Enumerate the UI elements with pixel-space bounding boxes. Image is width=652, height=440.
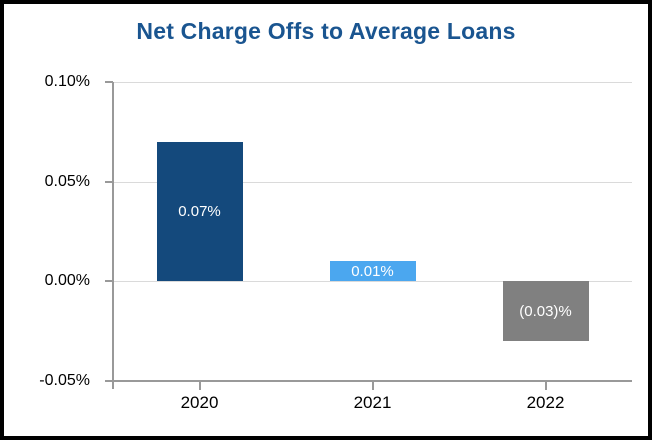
bar-data-label: (0.03)% (519, 302, 572, 320)
y-axis-label: 0.10% (44, 73, 90, 90)
bar-data-label: 0.01% (351, 262, 394, 280)
x-axis-tick (544, 381, 547, 390)
y-axis-tick (105, 380, 113, 382)
y-axis-label: -0.05% (39, 372, 90, 389)
bar-2021: 0.01% (329, 261, 416, 282)
bar-2020: 0.07% (156, 141, 243, 282)
x-axis-label-2022: 2022 (526, 393, 565, 412)
y-axis-label: 0.00% (44, 272, 90, 290)
y-axis-line (112, 82, 114, 389)
bar-data-label: 0.07% (178, 203, 221, 221)
y-axis-tick (105, 180, 113, 183)
x-axis-label-2021: 2021 (353, 393, 392, 412)
y-axis-tick (105, 81, 113, 83)
chart-title: Net Charge Offs to Average Loans (136, 18, 516, 44)
gridline (113, 82, 632, 83)
x-axis-tick (198, 381, 201, 390)
y-axis-label: 0.05% (44, 172, 90, 190)
x-axis-tick (371, 381, 374, 390)
gridline (113, 281, 632, 283)
y-axis-tick (105, 280, 113, 283)
gridline (113, 181, 632, 183)
bar-2022: (0.03)% (502, 281, 589, 342)
x-axis-label-2020: 2020 (180, 393, 219, 412)
